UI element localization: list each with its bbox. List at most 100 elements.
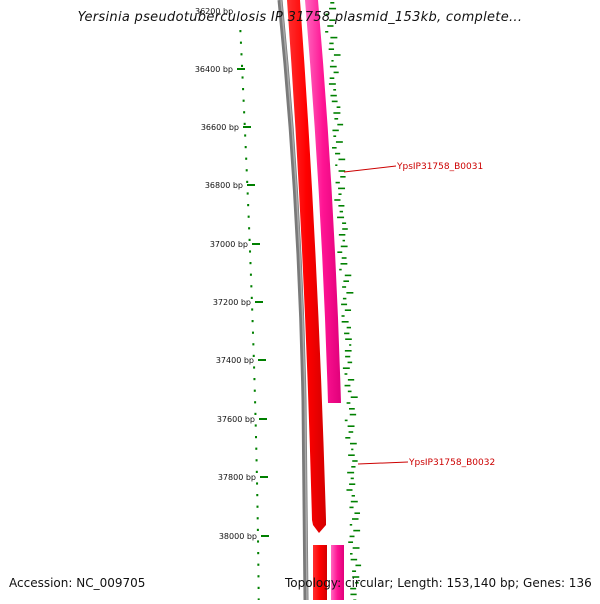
ruler-tick-label: 37000 bp bbox=[210, 240, 248, 249]
gc-skew-mark bbox=[334, 118, 339, 120]
ruler-tick-label: 36600 bp bbox=[201, 123, 239, 132]
gc-skew-mark bbox=[341, 303, 348, 306]
gc-skew-mark bbox=[354, 512, 361, 514]
gc-skew-mark bbox=[347, 471, 355, 474]
gc-skew-mark bbox=[333, 135, 337, 137]
ruler-minor-tick bbox=[251, 308, 254, 311]
gc-skew-mark bbox=[352, 460, 358, 462]
gc-skew-mark bbox=[329, 77, 335, 79]
ruler-minor-tick bbox=[257, 586, 260, 589]
ruler-minor-tick bbox=[257, 540, 260, 543]
gc-skew-mark bbox=[340, 176, 346, 178]
gc-skew-mark bbox=[327, 25, 334, 27]
gc-skew-mark bbox=[352, 547, 360, 549]
gc-skew-mark bbox=[340, 263, 348, 265]
gc-skew-mark bbox=[346, 489, 353, 491]
gc-skew-mark bbox=[333, 54, 341, 56]
ruler-tick-label: 38000 bp bbox=[219, 532, 257, 541]
gc-skew-mark bbox=[342, 228, 348, 230]
gc-skew-mark bbox=[347, 390, 352, 393]
gc-skew-mark bbox=[331, 60, 334, 62]
ruler-minor-tick bbox=[249, 250, 252, 253]
gene-label-b0031[interactable]: YpsIP31758_B0031 bbox=[396, 162, 483, 172]
ruler-tick-label: 36400 bp bbox=[195, 65, 233, 74]
gc-skew-mark bbox=[330, 94, 337, 97]
gc-skew-mark bbox=[350, 500, 358, 503]
gc-skew-mark bbox=[344, 332, 350, 335]
gc-skew-mark bbox=[350, 396, 358, 398]
ruler-minor-tick bbox=[240, 53, 243, 56]
gc-skew-mark bbox=[325, 13, 329, 16]
gc-skew-mark bbox=[351, 495, 355, 497]
ruler-minor-tick bbox=[254, 401, 257, 404]
gc-skew-mark bbox=[352, 570, 357, 572]
ruler-minor-tick bbox=[256, 505, 259, 508]
ruler-minor-tick bbox=[243, 122, 246, 125]
gc-skew-mark bbox=[350, 477, 354, 480]
ruler-minor-tick bbox=[255, 470, 258, 473]
gc-skew-mark bbox=[343, 280, 350, 282]
gc-skew-mark bbox=[331, 100, 338, 103]
ruler-minor-tick bbox=[254, 424, 257, 427]
cds-feature-red[interactable] bbox=[287, 0, 326, 533]
ruler-minor-tick bbox=[254, 412, 257, 415]
ruler-minor-tick bbox=[249, 262, 252, 265]
ruler-minor-tick bbox=[255, 447, 258, 450]
ruler-minor-tick bbox=[257, 575, 260, 578]
map-summary-text: Topology: circular; Length: 153,140 bp; … bbox=[285, 576, 592, 590]
cds-feature-pink-lower[interactable] bbox=[331, 545, 344, 600]
gc-skew-mark bbox=[344, 350, 352, 352]
ruler-minor-tick bbox=[246, 192, 249, 195]
ruler-minor-tick bbox=[253, 389, 256, 392]
ruler-minor-tick bbox=[248, 238, 251, 241]
gc-skew-mark bbox=[333, 112, 341, 114]
gc-skew-mark bbox=[338, 205, 345, 207]
gc-skew-mark bbox=[349, 344, 352, 346]
gc-skew-mark bbox=[337, 251, 343, 253]
gc-skew-mark bbox=[345, 437, 351, 439]
gc-skew-mark bbox=[353, 529, 361, 532]
gc-skew-mark bbox=[337, 123, 344, 126]
plasmid-backbone bbox=[277, 0, 309, 601]
ruler-minor-tick bbox=[241, 64, 244, 67]
ruler-minor-tick bbox=[255, 459, 258, 462]
ruler-minor-tick bbox=[253, 366, 256, 369]
gc-skew-mark bbox=[345, 355, 351, 358]
gc-skew-mark bbox=[346, 292, 354, 294]
cds-feature-red-lower[interactable] bbox=[313, 545, 327, 600]
ruler-tick-label: 37800 bp bbox=[218, 473, 256, 482]
gc-skew-mark bbox=[342, 239, 346, 242]
gc-skew-mark bbox=[335, 181, 340, 184]
gc-skew-mark bbox=[349, 442, 357, 445]
gc-skew-mark bbox=[335, 141, 343, 143]
gc-skew-mark bbox=[344, 384, 351, 387]
gc-skew-mark bbox=[328, 48, 335, 50]
ruler-minor-tick bbox=[245, 169, 248, 172]
gc-skew-mark bbox=[347, 379, 355, 381]
gc-skew-mark bbox=[329, 65, 337, 68]
gc-skew-mark bbox=[330, 2, 335, 4]
ruler-minor-tick bbox=[244, 146, 247, 149]
gene-leader-line-b0031 bbox=[343, 165, 397, 173]
gc-skew-mark bbox=[351, 466, 356, 468]
gc-skew-mark bbox=[335, 152, 341, 155]
gc-skew-mark bbox=[350, 587, 357, 590]
gc-skew-mark bbox=[349, 524, 353, 526]
gc-skew-mark bbox=[344, 419, 348, 422]
gc-skew-mark bbox=[347, 425, 355, 427]
map-title: Yersinia pseudotuberculosis IP 31758 pla… bbox=[77, 10, 523, 25]
ruler-minor-tick bbox=[256, 528, 259, 531]
cds-feature-pink[interactable] bbox=[305, 0, 341, 403]
gc-skew-mark bbox=[335, 164, 338, 166]
gc-skew-mark bbox=[348, 541, 354, 543]
ruler-minor-tick bbox=[243, 111, 246, 114]
gc-skew-mark bbox=[342, 222, 347, 224]
plasmid-backbone-highlight bbox=[280, 0, 308, 601]
gc-skew-mark bbox=[340, 245, 348, 248]
gc-skew-mark bbox=[349, 506, 354, 509]
gene-label-b0032[interactable]: YpsIP31758_B0032 bbox=[408, 458, 495, 468]
gc-skew-mark bbox=[350, 593, 357, 596]
gc-skew-mark bbox=[333, 89, 337, 91]
